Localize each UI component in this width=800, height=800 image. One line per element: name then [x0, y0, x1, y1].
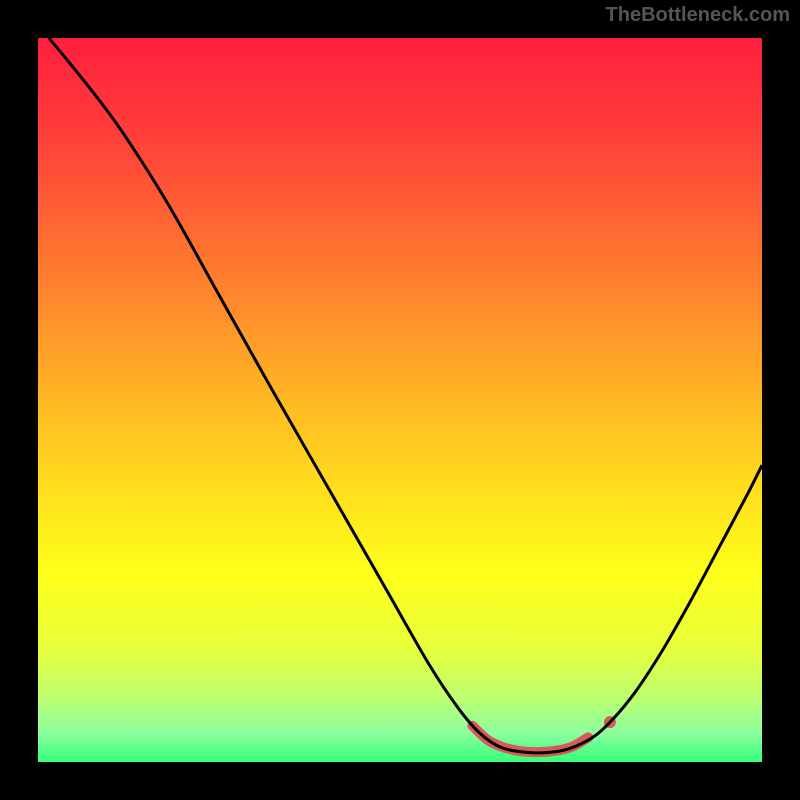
chart-canvas — [0, 0, 800, 800]
watermark-text: TheBottleneck.com — [606, 4, 790, 27]
bottleneck-chart: TheBottleneck.com — [0, 0, 800, 800]
gradient-background — [38, 38, 762, 762]
